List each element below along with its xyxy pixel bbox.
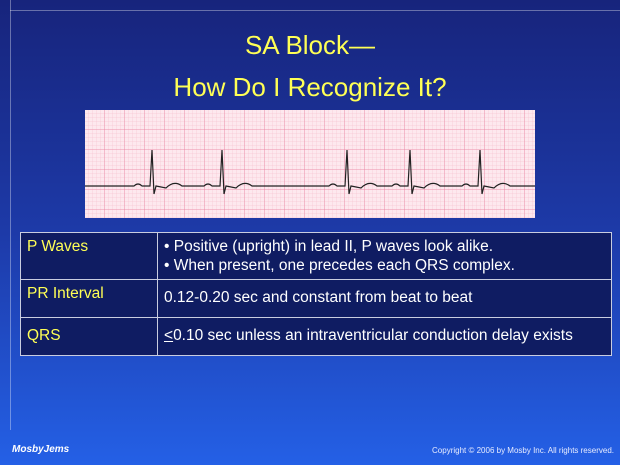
text: 0.10 sec unless an intraventricular cond… [173, 327, 573, 344]
title: SA Block— [0, 30, 620, 60]
row-text: • Positive (upright) in lead II, P waves… [158, 233, 612, 280]
row-text: <0.10 sec unless an intraventricular con… [158, 318, 612, 356]
row-label: P Waves [21, 233, 158, 280]
table-row: PR Interval 0.12-0.20 sec and constant f… [21, 280, 612, 318]
row-label: PR Interval [21, 280, 158, 318]
table-row: P Waves • Positive (upright) in lead II,… [21, 233, 612, 280]
bullet: • When present, one precedes each QRS co… [164, 256, 605, 275]
row-label: QRS [21, 318, 158, 356]
symbol: < [164, 327, 173, 344]
ecg-strip [85, 110, 535, 218]
logo: MosbyJems [12, 444, 69, 455]
copyright: Copyright © 2006 by Mosby Inc. All right… [432, 446, 614, 455]
row-text: 0.12-0.20 sec and constant from beat to … [158, 280, 612, 318]
table-row: QRS <0.10 sec unless an intraventricular… [21, 318, 612, 356]
info-table: P Waves • Positive (upright) in lead II,… [20, 232, 612, 356]
frame-line [10, 10, 620, 11]
slide: SA Block— How Do I Recognize It? P Waves… [0, 0, 620, 465]
frame-line [10, 0, 11, 430]
bullet: • Positive (upright) in lead II, P waves… [164, 237, 605, 256]
title: How Do I Recognize It? [0, 72, 620, 102]
